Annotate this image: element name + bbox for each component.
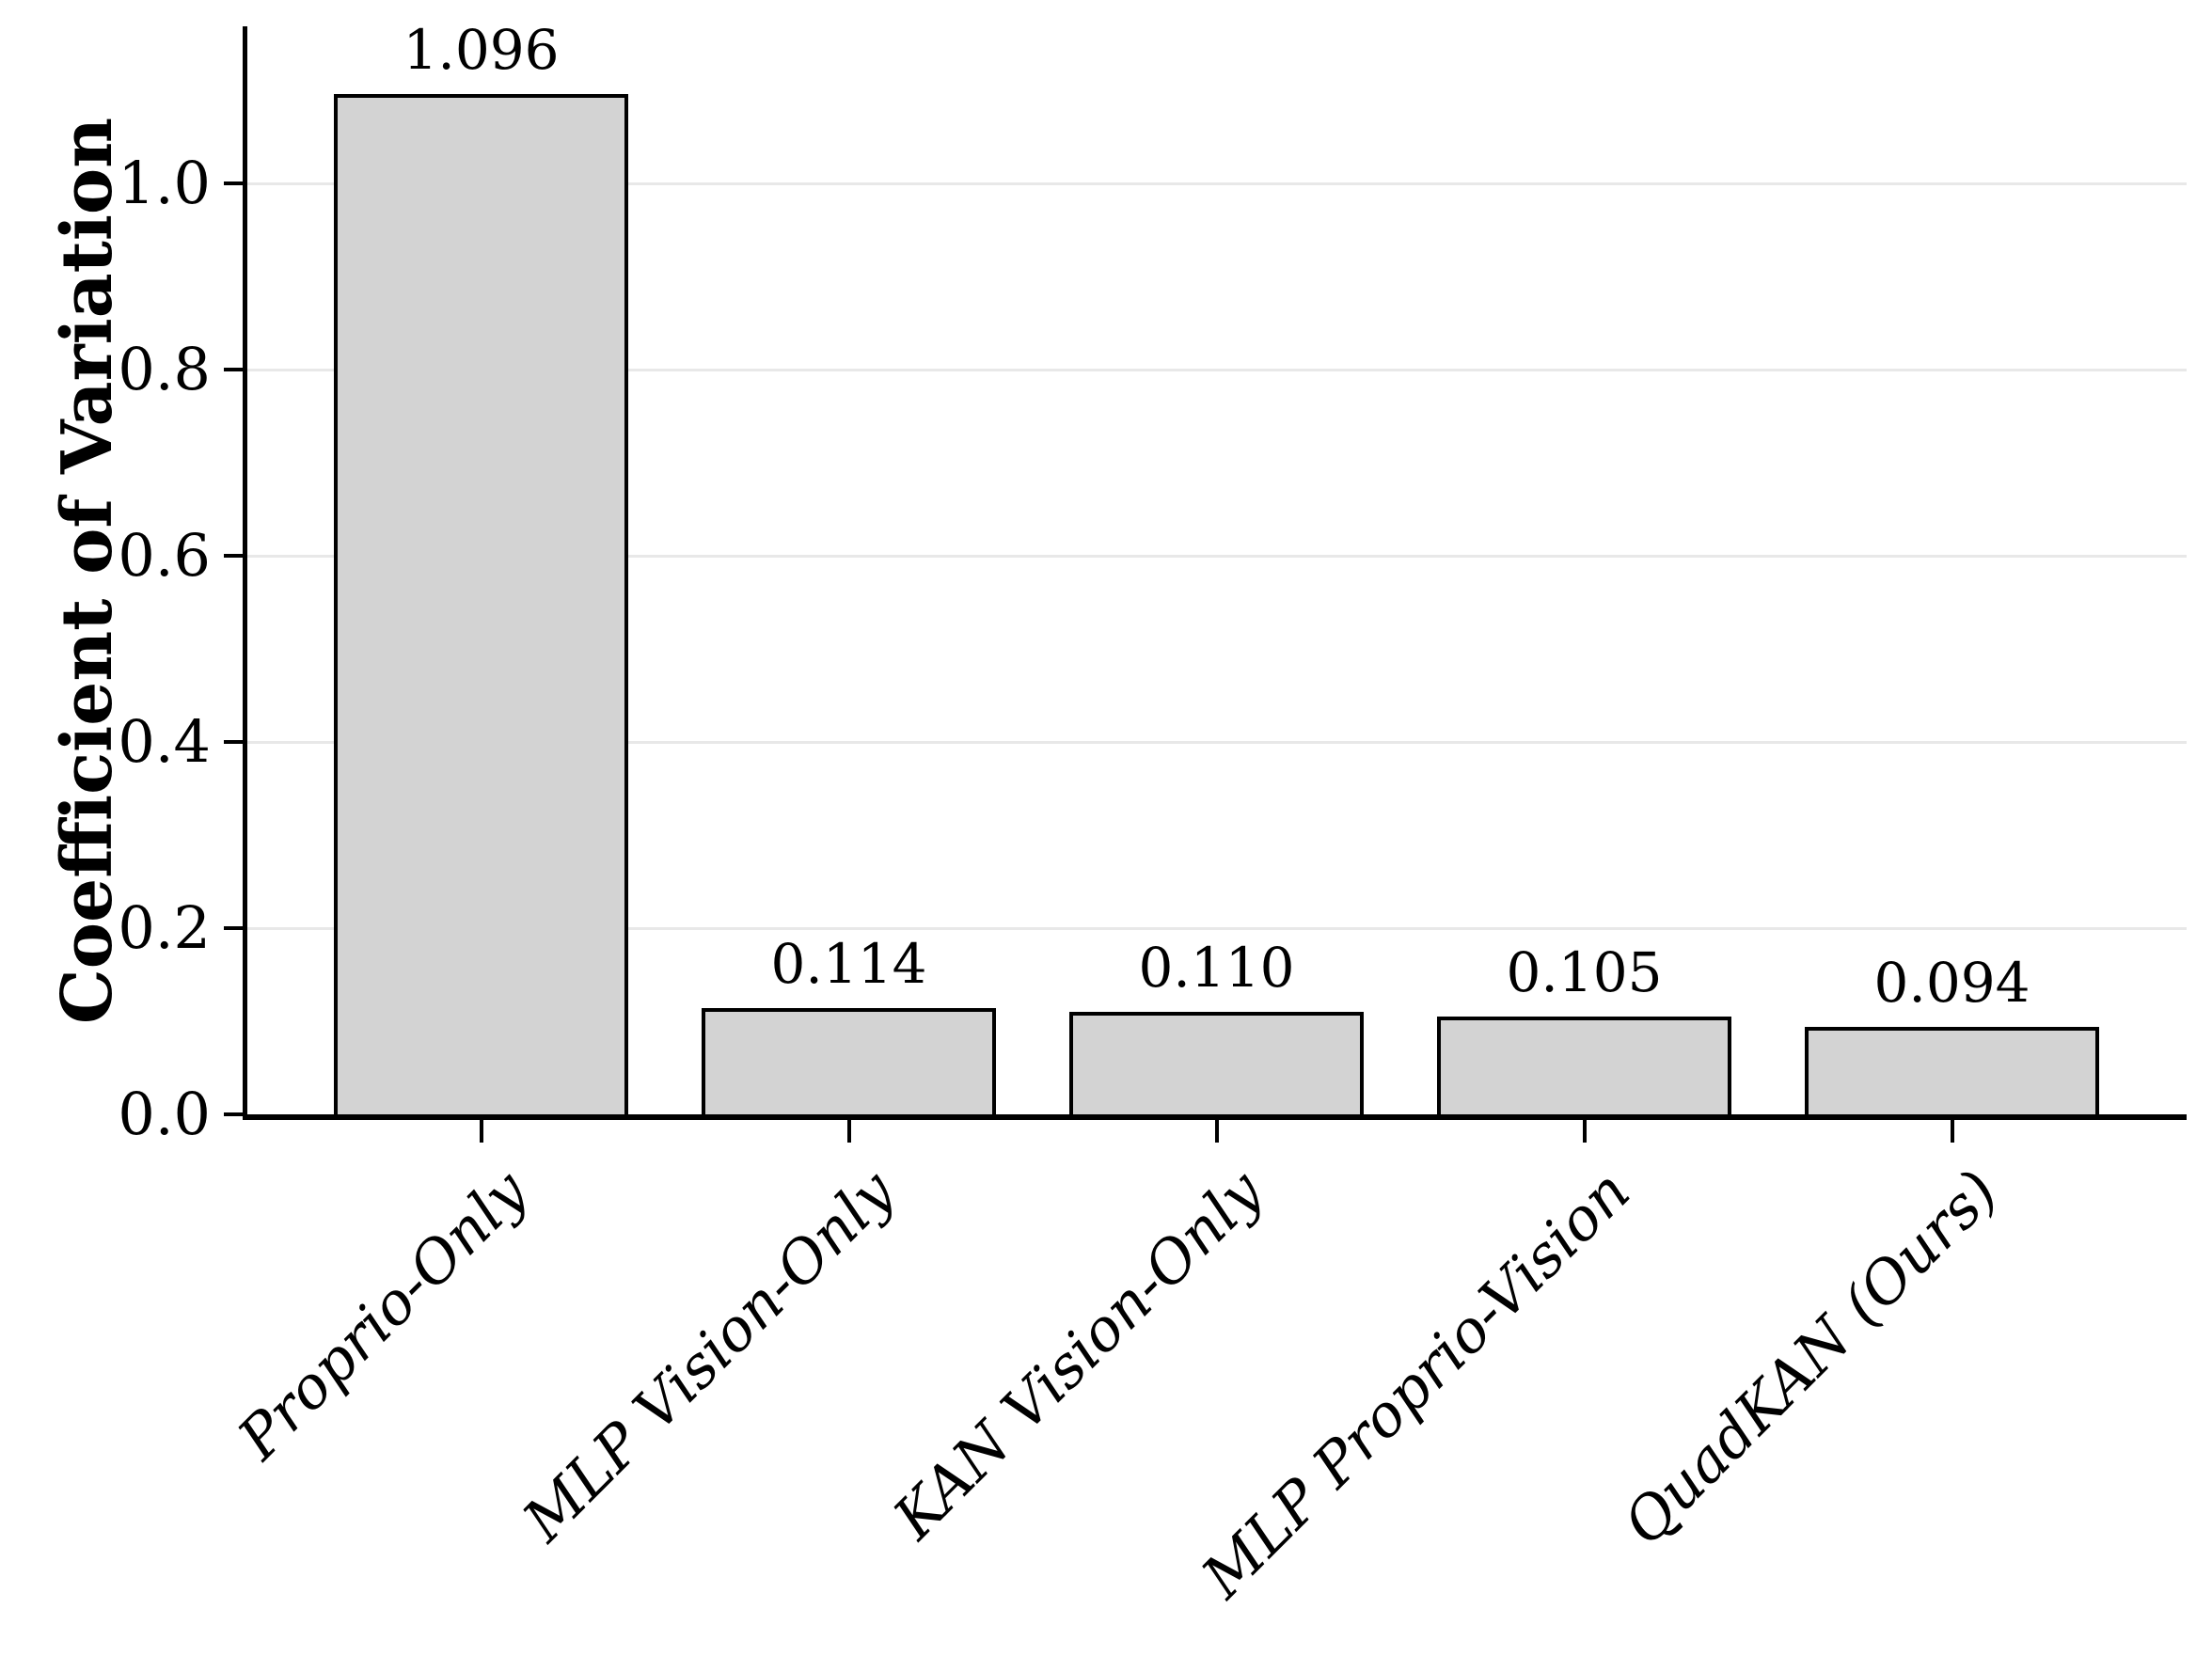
x-tick-kan-vision-only xyxy=(1214,1120,1219,1143)
bar-value-label-mlp-proprio-vision: 0.105 xyxy=(1506,940,1663,1004)
y-axis-spine xyxy=(243,26,247,1120)
x-tick-label-quadkan-ours: QuadKAN (Ours) xyxy=(1609,1157,2012,1558)
bar-proprio-only xyxy=(334,94,628,1118)
y-tick-label-0.4: 0.4 xyxy=(118,707,211,777)
bar-value-label-kan-vision-only: 0.110 xyxy=(1138,936,1295,1000)
bar-quadkan-ours xyxy=(1805,1027,2099,1118)
bar-mlp-proprio-vision xyxy=(1437,1017,1731,1118)
x-axis-spine xyxy=(243,1114,2187,1120)
x-tick-mlp-proprio-vision xyxy=(1582,1120,1587,1143)
y-tick-label-0.8: 0.8 xyxy=(118,335,211,404)
bar-value-label-quadkan-ours: 0.094 xyxy=(1873,951,2030,1015)
y-tick-0.8 xyxy=(224,368,246,372)
x-tick-quadkan-ours xyxy=(1950,1120,1954,1143)
x-tick-proprio-only xyxy=(479,1120,483,1143)
y-tick-label-0.2: 0.2 xyxy=(118,893,211,963)
x-tick-label-mlp-proprio-vision: MLP Proprio-Vision xyxy=(1189,1157,1644,1612)
gridline-0.4 xyxy=(246,740,2187,744)
y-tick-0.4 xyxy=(224,740,246,745)
y-tick-0.2 xyxy=(224,926,246,931)
x-tick-label-proprio-only: Proprio-Only xyxy=(224,1157,541,1473)
x-tick-mlp-vision-only xyxy=(846,1120,851,1143)
bar-value-label-mlp-vision-only: 0.114 xyxy=(770,932,927,996)
gridline-0.2 xyxy=(246,926,2187,930)
bar-kan-vision-only xyxy=(1069,1012,1364,1118)
y-tick-label-0.0: 0.0 xyxy=(118,1080,211,1148)
y-tick-label-1.0: 1.0 xyxy=(118,149,211,218)
x-tick-label-mlp-vision-only: MLP Vision-Only xyxy=(510,1157,908,1555)
bar-value-label-proprio-only: 1.096 xyxy=(403,18,560,82)
y-tick-0.0 xyxy=(224,1112,246,1116)
x-tick-label-kan-vision-only: KAN Vision-Only xyxy=(879,1157,1276,1553)
y-tick-label-0.6: 0.6 xyxy=(118,521,211,591)
bar-mlp-vision-only xyxy=(702,1008,996,1118)
y-tick-0.6 xyxy=(224,554,246,559)
gridline-1 xyxy=(246,181,2187,185)
gridline-0.6 xyxy=(246,554,2187,558)
y-tick-1.0 xyxy=(224,181,246,186)
gridline-0.8 xyxy=(246,368,2187,371)
